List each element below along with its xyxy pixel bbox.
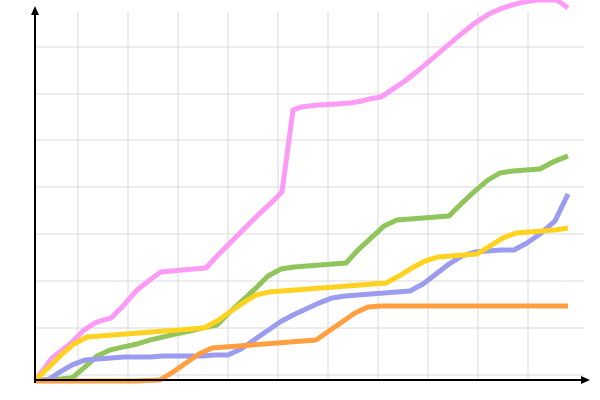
x-axis-arrow-icon bbox=[581, 376, 590, 384]
horizontal-gridlines bbox=[35, 46, 584, 376]
axes-group bbox=[31, 6, 590, 384]
series-line-green bbox=[34, 153, 569, 383]
vertical-gridlines bbox=[77, 12, 529, 380]
y-axis-arrow-icon bbox=[31, 6, 39, 15]
series-line-yellow bbox=[33, 225, 569, 382]
series-line-pink bbox=[33, 0, 570, 382]
series-group bbox=[33, 0, 571, 384]
